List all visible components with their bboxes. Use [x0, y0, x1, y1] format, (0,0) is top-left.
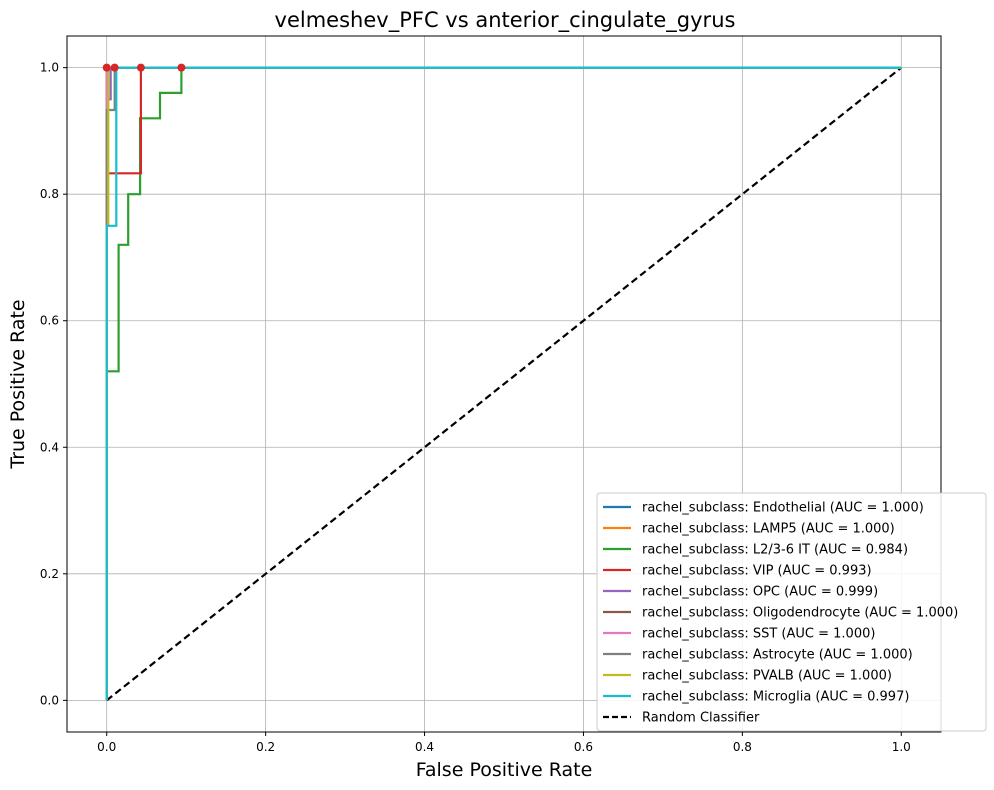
random-classifier-line — [106, 66, 902, 702]
legend-entry-label: rachel_subclass: L2/3-6 IT (AUC = 0.984) — [642, 543, 908, 558]
roc-curve-l2-3-6-it — [105, 66, 902, 701]
legend-entry-label: rachel_subclass: SST (AUC = 1.000) — [642, 627, 875, 642]
y-tick-label: 0.4 — [40, 440, 59, 454]
threshold-marker — [177, 63, 186, 72]
legend-entry-label: rachel_subclass: Endothelial (AUC = 1.00… — [642, 501, 924, 516]
x-tick-label: 0.8 — [733, 740, 752, 754]
legend-box — [596, 492, 987, 732]
legend-entry-label: rachel_subclass: VIP (AUC = 0.993) — [642, 564, 872, 579]
x-tick-label: 0.6 — [574, 740, 593, 754]
legend-entry-label: rachel_subclass: Oligodendrocyte (AUC = … — [642, 606, 958, 621]
y-tick-label: 0.0 — [40, 693, 59, 707]
y-tick-label: 1.0 — [40, 61, 59, 75]
x-tick-label: 0.0 — [97, 740, 116, 754]
legend-entry-label: rachel_subclass: Microglia (AUC = 0.997) — [642, 690, 909, 705]
y-tick-label: 0.2 — [40, 567, 59, 581]
x-axis-label: False Positive Rate — [416, 759, 593, 781]
threshold-marker — [102, 63, 111, 72]
legend-entry-label: rachel_subclass: PVALB (AUC = 1.000) — [642, 669, 892, 684]
x-tick-label: 1.0 — [892, 740, 911, 754]
y-tick-label: 0.8 — [40, 187, 59, 201]
plot-frame — [66, 35, 942, 733]
threshold-marker — [110, 63, 119, 72]
legend-entry-label: rachel_subclass: Astrocyte (AUC = 1.000) — [642, 648, 913, 663]
legend-entry-label: Random Classifier — [642, 711, 760, 726]
legend-entry-label: rachel_subclass: OPC (AUC = 0.999) — [642, 585, 878, 600]
x-tick-label: 0.4 — [415, 740, 434, 754]
threshold-marker — [136, 63, 145, 72]
axis-ticks: 0.0 0.2 0.4 0.6 0.8 1.0 0.0 0.2 0.4 0.6 0.8 1.0 — [40, 61, 911, 754]
legend: rachel_subclass: Endothelial (AUC = 1.00… — [596, 492, 987, 732]
roc-curve-microglia — [105, 66, 902, 701]
threshold-markers — [102, 63, 186, 72]
y-axis-label: True Positive Rate — [7, 299, 29, 469]
y-tick-label: 0.6 — [40, 314, 59, 328]
x-tick-label: 0.2 — [256, 740, 275, 754]
legend-entry-label: rachel_subclass: LAMP5 (AUC = 1.000) — [642, 522, 895, 537]
chart-title: velmeshev_PFC vs anterior_cingulate_gyru… — [275, 8, 736, 33]
